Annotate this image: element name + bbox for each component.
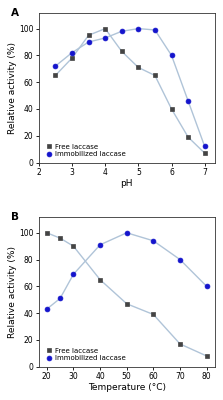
Immobilized laccase bbox=[120, 29, 123, 34]
Y-axis label: Relative activity (%): Relative activity (%) bbox=[8, 42, 17, 134]
Free laccase bbox=[99, 277, 101, 282]
Free laccase bbox=[87, 33, 90, 38]
Legend: Free laccase, Immobilized laccase: Free laccase, Immobilized laccase bbox=[42, 142, 128, 159]
X-axis label: Temperature (°C): Temperature (°C) bbox=[88, 383, 166, 392]
Free laccase bbox=[54, 73, 57, 78]
Line: Immobilized laccase: Immobilized laccase bbox=[53, 26, 207, 149]
Immobilized laccase bbox=[187, 98, 190, 103]
Free laccase bbox=[205, 354, 208, 358]
Free laccase bbox=[59, 236, 61, 240]
Immobilized laccase bbox=[54, 64, 57, 68]
Free laccase bbox=[137, 65, 140, 70]
Immobilized laccase bbox=[170, 53, 173, 58]
Immobilized laccase bbox=[59, 296, 61, 301]
Text: A: A bbox=[11, 8, 19, 18]
Free laccase bbox=[120, 49, 123, 54]
Immobilized laccase bbox=[72, 272, 75, 277]
Immobilized laccase bbox=[45, 307, 48, 312]
Free laccase bbox=[179, 342, 181, 346]
Y-axis label: Relative activity (%): Relative activity (%) bbox=[8, 246, 17, 338]
Line: Free laccase: Free laccase bbox=[44, 230, 209, 358]
Free laccase bbox=[203, 151, 206, 156]
Immobilized laccase bbox=[205, 284, 208, 289]
Free laccase bbox=[187, 135, 190, 140]
Free laccase bbox=[45, 230, 48, 235]
Immobilized laccase bbox=[179, 257, 181, 262]
Free laccase bbox=[152, 312, 155, 317]
Immobilized laccase bbox=[154, 28, 156, 32]
Immobilized laccase bbox=[203, 144, 206, 149]
Immobilized laccase bbox=[87, 40, 90, 44]
Line: Free laccase: Free laccase bbox=[53, 26, 207, 156]
Free laccase bbox=[104, 26, 107, 31]
Free laccase bbox=[154, 73, 156, 78]
Immobilized laccase bbox=[137, 26, 140, 31]
Line: Immobilized laccase: Immobilized laccase bbox=[44, 230, 209, 312]
Immobilized laccase bbox=[71, 50, 73, 55]
Text: B: B bbox=[11, 212, 19, 222]
Free laccase bbox=[71, 56, 73, 60]
Legend: Free laccase, Immobilized laccase: Free laccase, Immobilized laccase bbox=[42, 346, 128, 363]
Immobilized laccase bbox=[152, 238, 155, 243]
X-axis label: pH: pH bbox=[120, 178, 133, 188]
Immobilized laccase bbox=[99, 242, 101, 247]
Immobilized laccase bbox=[125, 230, 128, 235]
Free laccase bbox=[170, 106, 173, 111]
Free laccase bbox=[125, 301, 128, 306]
Free laccase bbox=[72, 244, 75, 248]
Immobilized laccase bbox=[104, 36, 107, 40]
